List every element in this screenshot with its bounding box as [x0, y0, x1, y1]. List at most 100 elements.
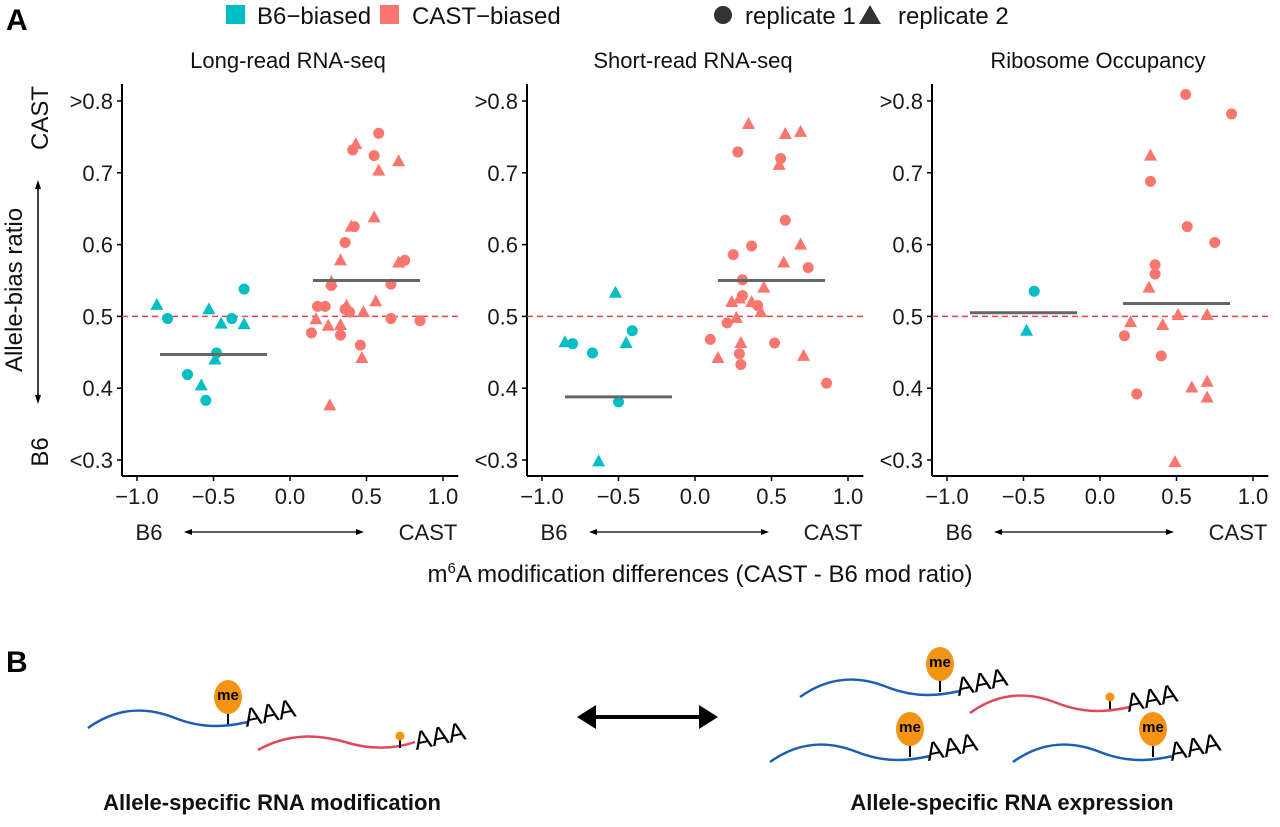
polya-label: AAA [411, 716, 469, 756]
panel-title: Short-read RNA-seq [593, 48, 792, 73]
y-tick-label: >0.8 [475, 89, 518, 114]
data-point-replicate-1 [733, 348, 745, 360]
data-point-replicate-1 [704, 333, 716, 345]
data-point-replicate-1 [238, 283, 250, 295]
data-point-replicate-1 [334, 329, 346, 341]
polya-label: AAA [923, 727, 981, 767]
x-direction-left-label: B6 [136, 520, 163, 545]
data-point-replicate-2 [757, 280, 771, 293]
data-point-replicate-1 [347, 144, 359, 156]
x-tick-label: −1.0 [115, 484, 158, 509]
data-point-replicate-1 [727, 249, 739, 261]
x-tick-label: −0.5 [192, 484, 235, 509]
polya-label: AAA [241, 693, 299, 733]
x-tick-label: −0.5 [1002, 484, 1045, 509]
y-tick-label: 0.4 [82, 376, 113, 401]
data-point-replicate-1 [1144, 175, 1156, 187]
x-tick-label: 0.5 [756, 484, 787, 509]
legend-circle-icon [714, 6, 732, 24]
legend: B6−biased CAST−biased replicate 1 replic… [226, 3, 1009, 30]
data-point-replicate-1 [319, 300, 331, 312]
transcript: me AAA [769, 712, 981, 767]
data-point-replicate-1 [181, 369, 193, 381]
data-point-replicate-2 [392, 255, 406, 268]
me-label: me [929, 654, 951, 671]
data-point-replicate-2 [619, 335, 633, 348]
polya-label: AAA [1123, 678, 1181, 718]
y-axis-label: Allele-bias ratio [1, 208, 28, 372]
x-tick-label: 1.0 [833, 484, 864, 509]
x-direction-right-label: CAST [399, 520, 458, 545]
x-arrow-left-head [994, 529, 1002, 535]
y-tick-label: 0.5 [892, 304, 923, 329]
data-point-replicate-2 [369, 294, 383, 307]
y-tick-label: 0.7 [892, 161, 923, 186]
data-point-replicate-1 [821, 377, 833, 389]
x-tick-label: 1.0 [428, 484, 459, 509]
data-point-replicate-1 [586, 347, 598, 359]
me-modification-icon [214, 680, 242, 714]
data-point-replicate-2 [208, 352, 222, 365]
x-direction-left-label: B6 [541, 520, 568, 545]
x-arrow-right-head [761, 529, 769, 535]
data-point-replicate-1 [735, 359, 747, 371]
data-point-replicate-1 [732, 146, 744, 158]
data-point-replicate-2 [778, 127, 792, 140]
data-point-replicate-1 [200, 394, 212, 406]
data-point-replicate-2 [1168, 455, 1182, 468]
y-tick-label: 0.4 [487, 376, 518, 401]
data-point-replicate-2 [1200, 307, 1214, 320]
caption-allele-specific-modification: Allele-specific RNA modification [103, 790, 441, 815]
data-point-replicate-1 [226, 313, 238, 325]
y-tick-label: 0.7 [82, 161, 113, 186]
data-point-replicate-2 [1200, 390, 1214, 403]
y-tick-label: 0.6 [487, 233, 518, 258]
panel-letter-b: B [6, 646, 28, 679]
legend-label-b6: B6−biased [257, 3, 371, 30]
data-point-replicate-2 [344, 219, 358, 232]
data-point-replicate-1 [779, 214, 791, 226]
y-arrow-up-head [35, 180, 41, 189]
legend-label-replicate-1: replicate 1 [745, 3, 856, 30]
x-tick-label: 0.5 [351, 484, 382, 509]
data-point-replicate-1 [1226, 108, 1238, 120]
data-point-replicate-2 [309, 312, 323, 325]
data-point-replicate-2 [734, 335, 748, 348]
data-point-replicate-2 [794, 237, 808, 250]
small-me-modification-icon [395, 731, 405, 741]
data-point-replicate-1 [567, 338, 579, 350]
y-axis-label-group: Allele-bias ratio CAST B6 [1, 86, 54, 467]
x-tick-label: 0.0 [1085, 484, 1116, 509]
data-point-replicate-1 [325, 280, 337, 292]
caption-allele-specific-expression: Allele-specific RNA expression [850, 790, 1173, 815]
legend-swatch-b6 [226, 5, 245, 24]
data-point-replicate-1 [721, 317, 733, 329]
data-point-replicate-1 [1149, 268, 1161, 280]
me-label: me [899, 719, 921, 736]
data-point-replicate-1 [305, 327, 317, 339]
y-tick-label: >0.8 [880, 89, 923, 114]
data-point-replicate-2 [367, 210, 381, 223]
y-axis-top-label: CAST [27, 86, 54, 150]
data-point-replicate-2 [711, 351, 725, 364]
data-point-replicate-1 [613, 396, 624, 408]
chart-panel-3: Ribosome Occupancy <0.3 0.4 0.5 0.6 0.7 >0.8 −1… [880, 48, 1271, 545]
data-point-replicate-1 [1155, 350, 1167, 362]
y-tick-label: <0.3 [880, 448, 923, 473]
legend-swatch-cast [380, 5, 399, 24]
x-direction-right-label: CAST [1209, 520, 1268, 545]
data-point-replicate-2 [742, 116, 756, 129]
y-tick-label: 0.5 [82, 304, 113, 329]
legend-label-cast: CAST−biased [412, 3, 561, 30]
data-point-replicate-2 [1171, 307, 1185, 320]
data-point-replicate-2 [1124, 315, 1138, 328]
data-point-replicate-2 [202, 302, 216, 315]
data-point-replicate-1 [385, 313, 397, 325]
arrow-left-head [577, 705, 596, 729]
data-point-replicate-1 [802, 262, 814, 274]
me-modification-icon [1139, 712, 1167, 746]
data-point-replicate-1 [1180, 89, 1192, 101]
x-arrow-left-head [184, 529, 192, 535]
